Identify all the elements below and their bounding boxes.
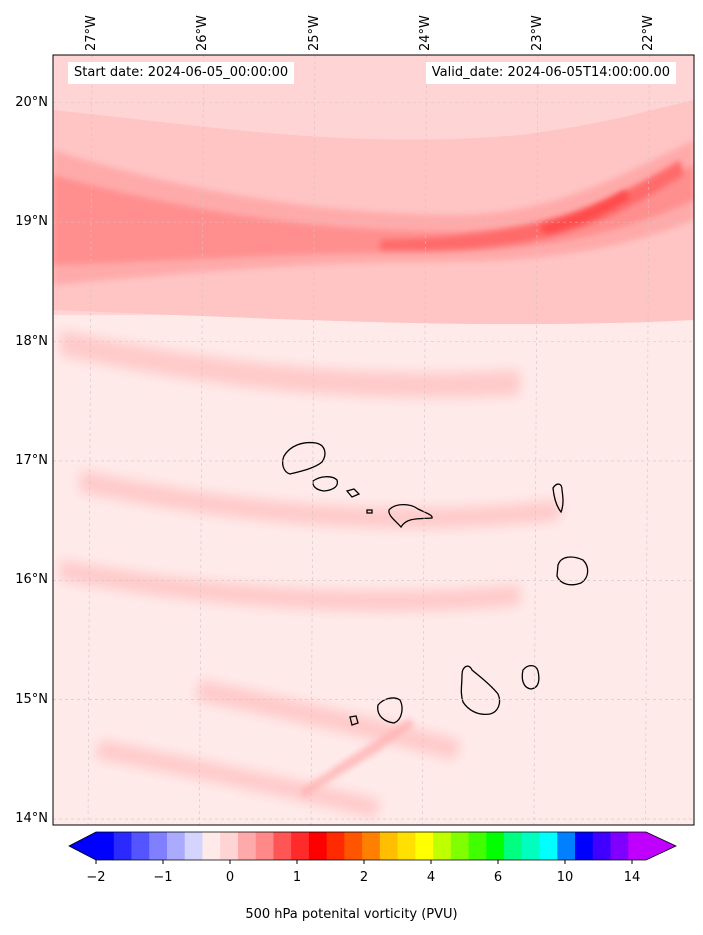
colorbar-swatch (255, 832, 274, 860)
colorbar-swatch (521, 832, 541, 860)
colorbar-tick-label: −2 (86, 870, 106, 885)
colorbar-tick-label: 6 (493, 870, 503, 885)
colorbar-swatch (628, 832, 647, 860)
colorbar-swatch (557, 832, 576, 860)
colorbar-swatch (592, 832, 612, 860)
colorbar-swatch (450, 832, 470, 860)
latitude-label: 18°N (15, 333, 48, 349)
colorbar-swatch (362, 832, 381, 860)
latitude-label: 17°N (15, 452, 48, 468)
colorbar-tick-label: 2 (359, 870, 369, 885)
colorbar-swatch (202, 832, 221, 860)
valid-date-label: Valid_date: 2024-06-05T14:00:00.00 (425, 62, 676, 84)
meridian-line (645, 54, 650, 826)
start-date-label: Start date: 2024-06-05_00:00:00 (68, 62, 295, 84)
colorbar-swatch (575, 832, 594, 860)
longitude-label: 24°W (418, 15, 434, 51)
latitude-label: 16°N (15, 572, 48, 588)
latitude-label: 19°N (15, 214, 48, 230)
colorbar-swatch (468, 832, 487, 860)
pv-field (53, 55, 694, 825)
colorbar-swatch (486, 832, 505, 860)
longitude-label: 26°W (195, 15, 211, 51)
colorbar-swatch (291, 832, 310, 860)
graticule (53, 54, 694, 826)
colorbar-swatch (610, 832, 629, 860)
colorbar-swatch (273, 832, 292, 860)
colorbar-swatch (379, 832, 399, 860)
meridian-line (87, 54, 93, 826)
colorbar-tick-label: 1 (292, 870, 302, 885)
colorbar-swatch (415, 832, 434, 860)
colorbar-swatch (397, 832, 416, 860)
map-frame (52, 54, 695, 826)
latitude-label: 14°N (15, 811, 48, 827)
meridian-line (422, 54, 427, 826)
colorbar-swatch (149, 832, 168, 860)
longitude-label: 22°W (641, 15, 657, 51)
colorbar-swatch (184, 832, 203, 860)
colorbar-tick-label: 14 (623, 870, 641, 885)
longitude-label: 23°W (529, 15, 545, 51)
colorbar-tick-label: −1 (153, 870, 173, 885)
longitude-label: 25°W (306, 15, 322, 51)
colorbar-swatch (326, 832, 345, 860)
colorbar (68, 831, 677, 864)
colorbar-swatch (237, 832, 257, 860)
colorbar-tick-label: 4 (426, 870, 436, 885)
colorbar-swatch (131, 832, 150, 860)
colorbar-swatch (504, 832, 523, 860)
colorbar-max-extend (646, 832, 676, 860)
colorbar-swatch (433, 832, 452, 860)
latitude-label: 15°N (15, 691, 48, 707)
colorbar-swatch (96, 832, 115, 860)
colorbar-tick-label: 0 (225, 870, 235, 885)
colorbar-min-extend (69, 832, 96, 860)
latitude-label: 20°N (15, 94, 48, 110)
colorbar-swatch (539, 832, 558, 860)
meridian-line (533, 54, 539, 826)
meridian-line (310, 54, 316, 826)
colorbar-label: 500 hPa potenital vorticity (PVU) (245, 907, 458, 922)
colorbar-swatch (166, 832, 186, 860)
colorbar-swatch (308, 832, 328, 860)
colorbar-swatch (344, 832, 363, 860)
colorbar-tick-label: 10 (556, 870, 574, 885)
colorbar-swatch (113, 832, 132, 860)
meridian-line (199, 54, 204, 826)
colorbar-swatch (220, 832, 239, 860)
longitude-label: 27°W (84, 15, 100, 51)
